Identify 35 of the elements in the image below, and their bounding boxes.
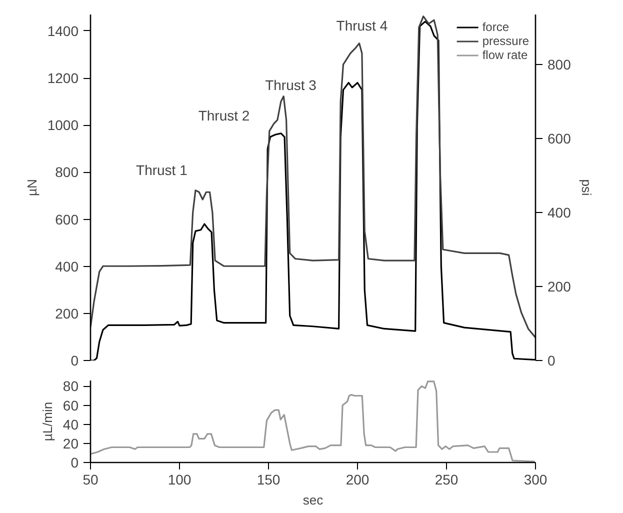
x-tick-label: 150 bbox=[256, 472, 280, 488]
y-tick-label: 1200 bbox=[47, 70, 79, 86]
y2-tick-label: 0 bbox=[548, 352, 556, 368]
y-tick-label: 600 bbox=[55, 211, 79, 228]
y-tick-label: 0 bbox=[70, 454, 79, 470]
y-tick-label: 400 bbox=[55, 258, 79, 274]
y-tick-label: 1400 bbox=[47, 22, 79, 39]
x-tick-label: 50 bbox=[82, 472, 98, 488]
legend-label: flow rate bbox=[482, 48, 528, 62]
y-tick-label: 40 bbox=[62, 416, 79, 432]
y-tick-label: 200 bbox=[55, 305, 79, 322]
annotation: Thrust 3 bbox=[265, 77, 317, 94]
y-tick-label: 0 bbox=[70, 352, 79, 368]
x-tick-label: 300 bbox=[524, 472, 548, 488]
annotation: Thrust 2 bbox=[198, 108, 250, 124]
legend-label: pressure bbox=[482, 34, 529, 48]
x-tick-label: 250 bbox=[434, 472, 458, 488]
y-tick-label: 60 bbox=[62, 397, 79, 414]
x-tick-label: 100 bbox=[168, 472, 192, 488]
y2-axis-title: psi bbox=[578, 179, 594, 196]
annotation: Thrust 1 bbox=[136, 162, 188, 178]
y-axis-title: µL/min bbox=[40, 402, 55, 442]
y2-tick-label: 800 bbox=[548, 56, 572, 72]
y2-tick-label: 600 bbox=[548, 130, 572, 146]
y-tick-label: 80 bbox=[62, 378, 79, 394]
y-axis-title: µN bbox=[24, 179, 40, 196]
y-tick-label: 1000 bbox=[47, 117, 79, 134]
y-tick-label: 800 bbox=[55, 164, 79, 180]
legend-label: force bbox=[482, 20, 509, 34]
y2-tick-label: 200 bbox=[548, 278, 572, 294]
x-axis-title: sec bbox=[302, 492, 324, 508]
annotation: Thrust 4 bbox=[336, 18, 388, 34]
y-tick-label: 20 bbox=[62, 435, 79, 452]
x-tick-label: 200 bbox=[346, 472, 370, 488]
y2-tick-label: 400 bbox=[548, 204, 572, 220]
